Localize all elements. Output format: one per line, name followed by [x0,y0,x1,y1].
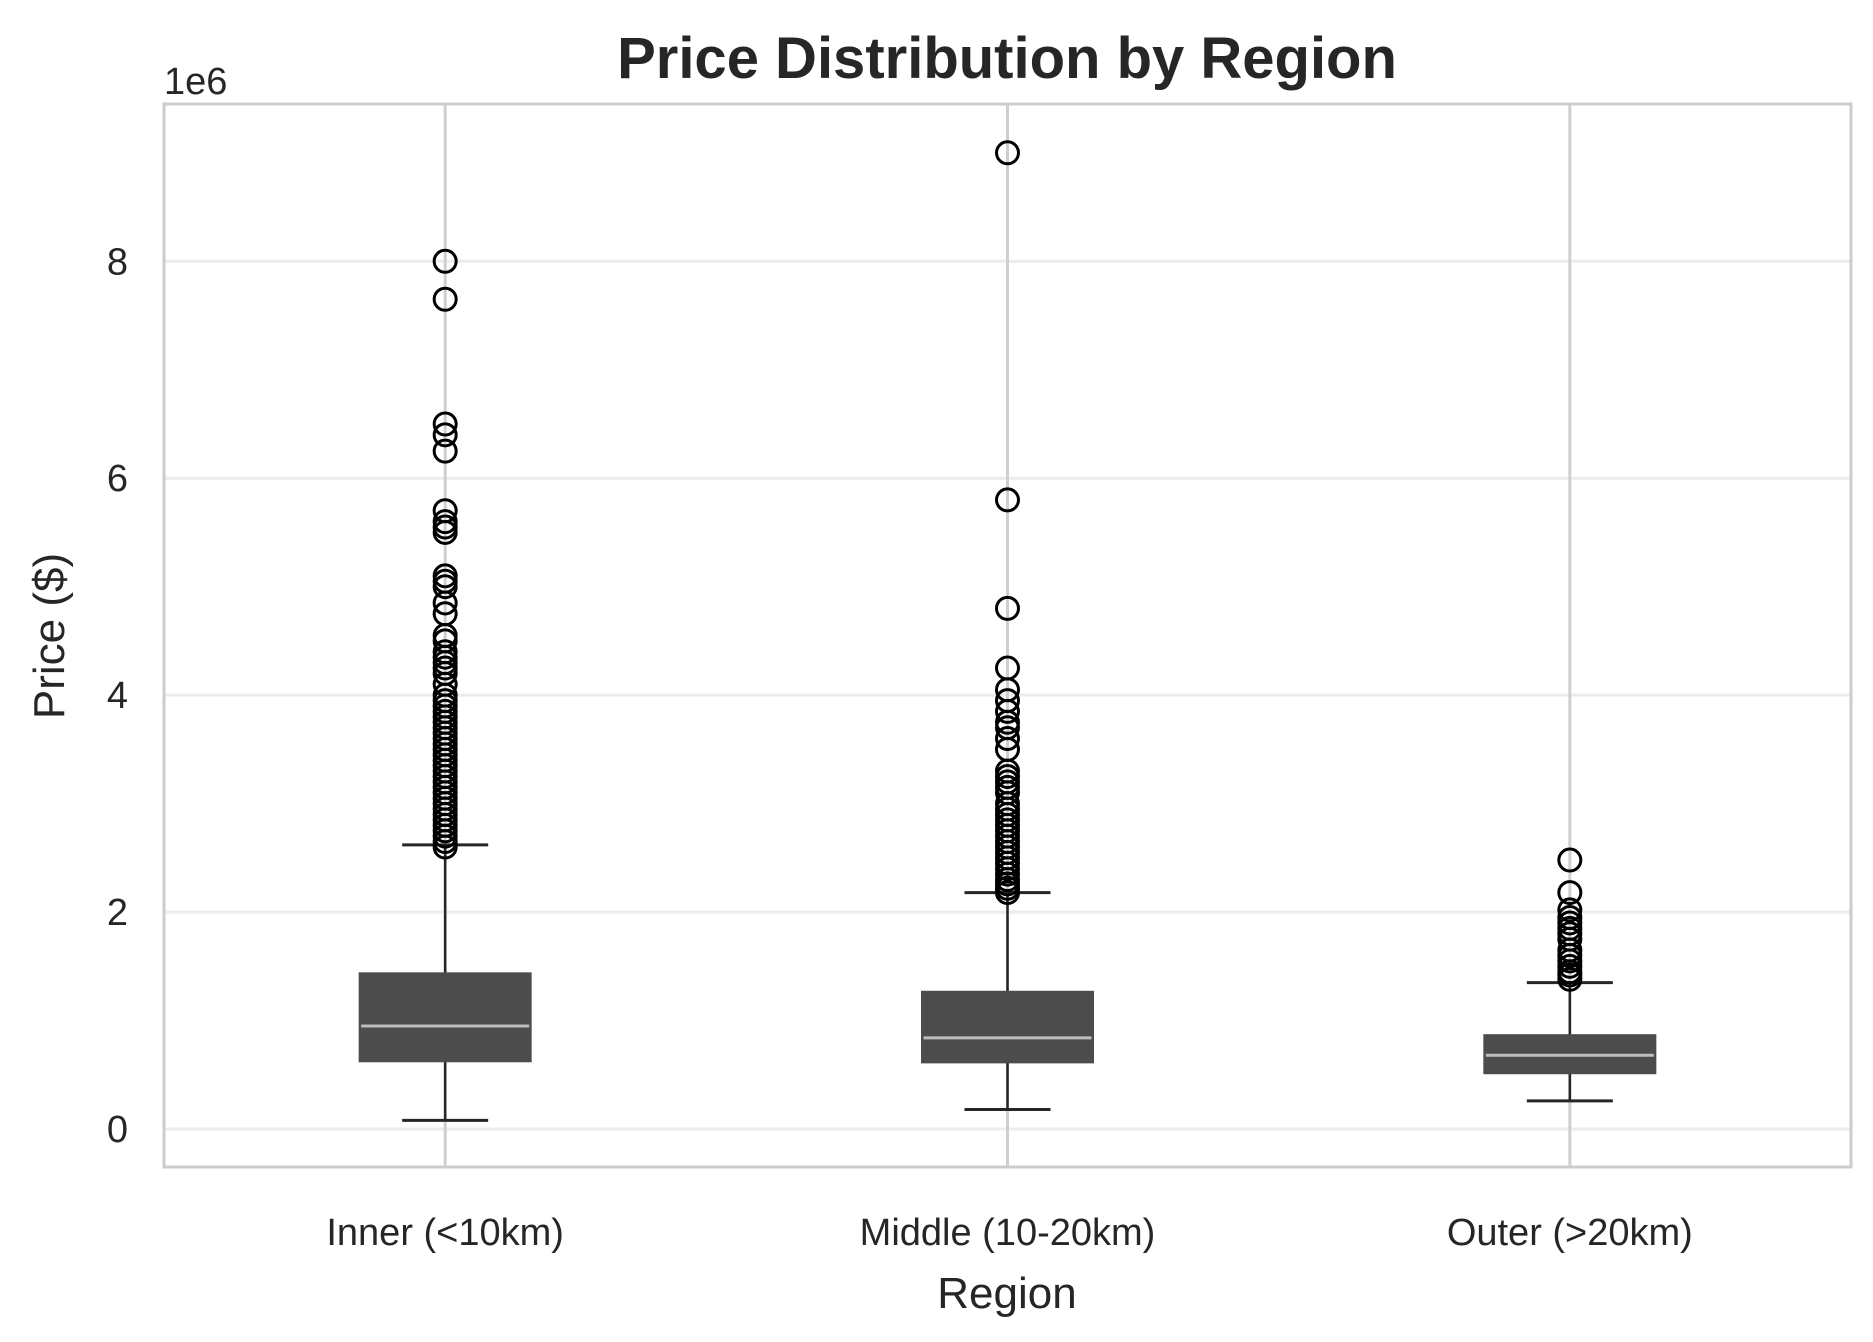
outlier-point [1557,905,1583,931]
box-iqr [358,972,532,1063]
outlier-point [995,140,1020,166]
outliers-layer [432,140,1583,992]
outlier-point [1557,880,1583,906]
outlier-point [432,438,458,464]
outlier-point [432,411,458,437]
outlier-point [995,726,1020,752]
outlier-point [432,498,458,524]
y-axis-label: Price ($) [25,553,74,719]
outlier-point [432,422,458,448]
y-tick-label: 2 [107,892,128,934]
box-iqr [921,990,1094,1064]
outlier-point [995,487,1020,513]
outlier-point [1557,847,1583,873]
x-axis-label: Region [937,1269,1076,1318]
x-tick-label: Middle (10-20km) [860,1212,1156,1254]
y-tick-label: 4 [107,675,128,717]
outlier-point [432,286,458,312]
y-axis-offset-label: 1e6 [164,61,227,103]
x-tick-label: Outer (>20km) [1447,1212,1693,1254]
outlier-point [995,655,1020,681]
outlier-point [432,509,458,535]
x-tick-label: Inner (<10km) [326,1212,564,1254]
outlier-point [995,595,1020,621]
outlier-point [432,563,458,589]
outlier-point [432,248,458,274]
y-tick-label: 0 [107,1109,128,1151]
plot-frame [162,102,1853,1169]
outlier-point [432,639,458,665]
outlier-point [995,688,1020,714]
y-tick-label: 8 [107,241,128,283]
chart-title: Price Distribution by Region [617,26,1397,91]
tick-labels: 0 2 4 6 8 Inner (<10km) Middle (10-20km) Outer … [107,241,1693,1254]
outlier-point [1557,897,1583,923]
outlier-point [432,601,458,627]
boxes-layer [358,843,1657,1122]
y-tick-label: 6 [107,458,128,500]
